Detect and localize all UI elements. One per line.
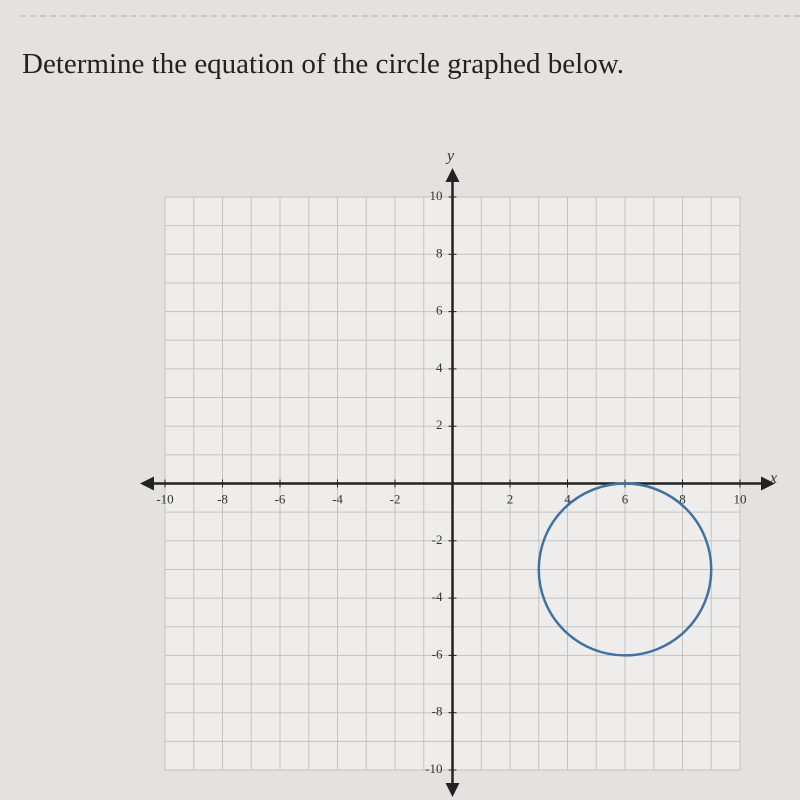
y-tick-label: 6 xyxy=(436,303,443,318)
x-tick-label: -6 xyxy=(275,491,286,506)
x-tick-label: 10 xyxy=(734,491,747,506)
arrow xyxy=(140,476,154,491)
x-axis-label: x xyxy=(769,470,777,487)
x-tick-label: 6 xyxy=(622,491,629,506)
arrow xyxy=(445,783,460,797)
x-tick-label: 4 xyxy=(564,491,571,506)
y-tick-label: -10 xyxy=(425,761,442,776)
y-tick-label: -8 xyxy=(432,704,443,719)
y-axis-label: y xyxy=(445,148,455,165)
x-tick-label: -10 xyxy=(156,491,173,506)
x-tick-label: -2 xyxy=(390,491,401,506)
divider xyxy=(20,15,800,17)
y-tick-label: 10 xyxy=(430,188,443,203)
x-tick-label: 8 xyxy=(679,491,686,506)
arrow xyxy=(445,168,460,182)
y-tick-label: -6 xyxy=(432,646,443,661)
question: Determine the equation of the circle gra… xyxy=(22,48,625,80)
arrow xyxy=(761,476,775,491)
y-tick-label: 2 xyxy=(436,417,443,432)
x-tick-label: 2 xyxy=(507,491,514,506)
x-tick-label: -8 xyxy=(217,491,228,506)
circle xyxy=(537,482,713,657)
y-tick-label: 8 xyxy=(436,245,443,260)
y-tick-label: -4 xyxy=(432,589,443,604)
y-tick-label: 4 xyxy=(436,360,443,375)
x-tick-label: -4 xyxy=(332,491,343,506)
y-tick-label: -2 xyxy=(432,532,443,547)
